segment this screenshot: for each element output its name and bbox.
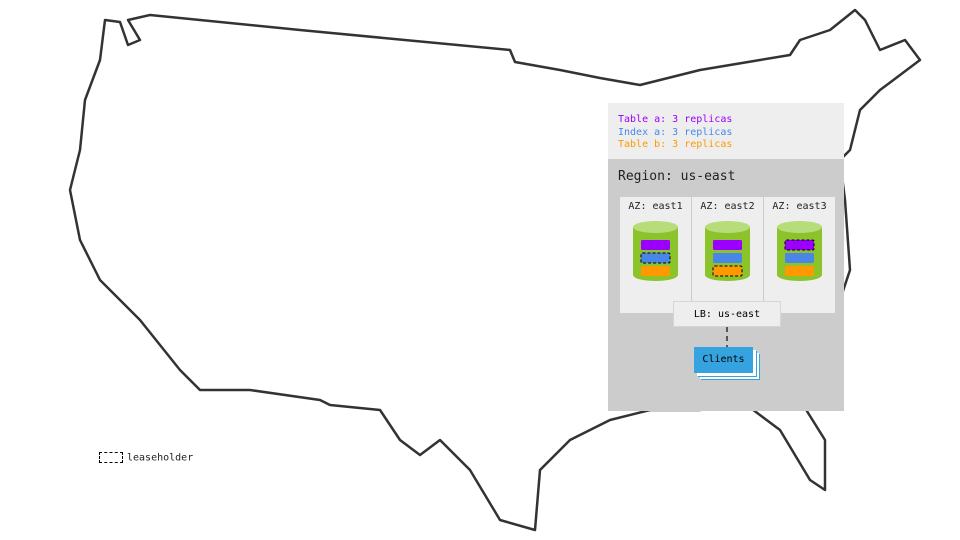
region-us-east: Region: us-east AZ: east1 AZ: east2 AZ: … bbox=[608, 159, 844, 411]
replica-table-b bbox=[712, 265, 743, 277]
load-balancer: LB: us-east bbox=[673, 301, 781, 327]
replica-legend: Table a: 3 replicas Index a: 3 replicas … bbox=[608, 103, 844, 159]
replica-table-a bbox=[784, 239, 815, 251]
replica-index-a bbox=[713, 253, 742, 263]
az-label: AZ: east3 bbox=[772, 201, 827, 212]
leaseholder-label: leaseholder bbox=[127, 452, 194, 464]
az-label: AZ: east1 bbox=[628, 201, 683, 212]
replica-index-a bbox=[785, 253, 814, 263]
az-2: AZ: east2 bbox=[692, 197, 764, 313]
replica-table-b bbox=[785, 266, 814, 276]
legend-table-a: Table a: 3 replicas bbox=[618, 114, 733, 125]
az-3: AZ: east3 bbox=[764, 197, 836, 313]
legend-table-b: Table b: 3 replicas bbox=[618, 139, 733, 150]
replica-table-a bbox=[641, 240, 670, 250]
region-title: Region: us-east bbox=[618, 169, 736, 184]
dashed-box-icon bbox=[99, 452, 123, 463]
legend-index-a: Index a: 3 replicas bbox=[618, 126, 733, 138]
replica-table-b bbox=[641, 266, 670, 276]
az-1: AZ: east1 bbox=[620, 197, 692, 313]
database-icon bbox=[633, 221, 678, 281]
database-icon bbox=[777, 221, 822, 281]
replica-index-a bbox=[640, 252, 671, 264]
leaseholder-legend: leaseholder bbox=[99, 452, 193, 464]
replica-table-a bbox=[713, 240, 742, 250]
az-label: AZ: east2 bbox=[700, 201, 755, 212]
database-icon bbox=[705, 221, 750, 281]
clients-box: Clients bbox=[694, 347, 753, 373]
